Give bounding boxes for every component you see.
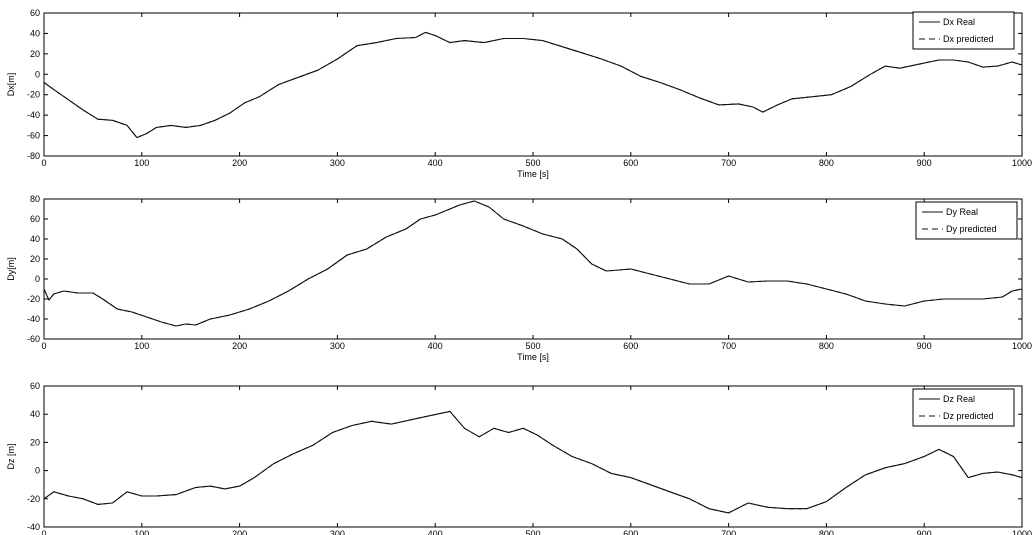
x-tick-label: 100 (134, 529, 149, 535)
legend: Dz Real Dz predicted (912, 388, 1015, 427)
x-tick-label: 600 (623, 341, 638, 351)
x-tick-label: 800 (819, 158, 834, 168)
legend-box (912, 388, 1015, 427)
plot-frame (43, 385, 1023, 528)
series-line-dx-real (43, 31, 1023, 139)
x-tick-label: 400 (428, 158, 443, 168)
legend-entry: Dz predicted (943, 411, 994, 421)
x-tick-label: 0 (41, 529, 46, 535)
y-tick-label: -60 (27, 131, 40, 141)
legend-box (912, 11, 1015, 50)
x-tick-label: 900 (917, 341, 932, 351)
x-tick-label: 900 (917, 529, 932, 535)
y-tick-label: 60 (30, 8, 40, 18)
x-tick-label: 600 (623, 529, 638, 535)
x-tick-label: 1000 (1012, 529, 1032, 535)
x-tick-label: 0 (41, 341, 46, 351)
chart-panel-1: 0 100 200 300 400 500 600 700 800 900 1000-80-60-4… (6, 8, 1032, 179)
series-line-dy-predicted (43, 200, 1023, 327)
x-axis-label: Time [s] (517, 352, 549, 362)
x-tick-label: 500 (525, 529, 540, 535)
y-axis-label: Dy[m] (6, 257, 16, 281)
y-tick-label: -20 (27, 494, 40, 504)
y-tick-label: 80 (30, 194, 40, 204)
y-tick-label: 40 (30, 409, 40, 419)
y-tick-label: 60 (30, 381, 40, 391)
y-tick-label: -40 (27, 314, 40, 324)
legend-entry: Dy Real (946, 207, 978, 217)
y-tick-label: 0 (35, 466, 40, 476)
legend-entry: Dx Real (943, 17, 975, 27)
x-tick-label: 900 (917, 158, 932, 168)
x-tick-label: 500 (525, 158, 540, 168)
legend-entry: Dy predicted (946, 224, 997, 234)
plot-frame (43, 198, 1023, 340)
x-tick-label: 300 (330, 529, 345, 535)
y-tick-label: 20 (30, 437, 40, 447)
x-tick-label: 1000 (1012, 341, 1032, 351)
y-tick-label: -40 (27, 522, 40, 532)
series-line-dy-real (43, 200, 1023, 327)
series-line-dz-predicted (43, 410, 1023, 514)
x-axis-label: Time [s] (517, 169, 549, 179)
y-tick-label: 60 (30, 214, 40, 224)
y-tick-label: 20 (30, 254, 40, 264)
x-tick-label: 400 (428, 529, 443, 535)
x-tick-label: 1000 (1012, 158, 1032, 168)
chart-panel-2: 0 100 200 300 400 500 600 700 800 900 1000-60-40-2… (6, 194, 1032, 362)
x-tick-label: 300 (330, 341, 345, 351)
y-axis-label: Dx[m] (6, 73, 16, 97)
y-tick-label: -20 (27, 294, 40, 304)
legend: Dy Real Dy predicted (915, 201, 1018, 240)
x-tick-label: 700 (721, 529, 736, 535)
y-tick-label: -80 (27, 151, 40, 161)
x-tick-label: 200 (232, 529, 247, 535)
chart-panel-3: 0 100 200 300 400 500 600 700 800 900 1000 -40 -20 0 2… (6, 381, 1032, 535)
y-tick-label: 0 (35, 69, 40, 79)
x-tick-label: 100 (134, 341, 149, 351)
x-tick-label: 100 (134, 158, 149, 168)
x-tick-label: 600 (623, 158, 638, 168)
legend-entry: Dx predicted (943, 34, 994, 44)
y-tick-label: 40 (30, 234, 40, 244)
y-tick-label: 40 (30, 28, 40, 38)
y-tick-label: -20 (27, 90, 40, 100)
y-tick-label: -40 (27, 110, 40, 120)
y-tick-label: 0 (35, 274, 40, 284)
x-tick-label: 500 (525, 341, 540, 351)
y-axis-label: Dz [m] (6, 444, 16, 470)
legend-box (915, 201, 1018, 240)
y-tick-label: -60 (27, 334, 40, 344)
x-tick-label: 300 (330, 158, 345, 168)
x-tick-label: 200 (232, 341, 247, 351)
y-tick-label: 20 (30, 49, 40, 59)
x-tick-label: 800 (819, 341, 834, 351)
plot-frame (43, 12, 1023, 157)
x-tick-label: 400 (428, 341, 443, 351)
x-tick-label: 200 (232, 158, 247, 168)
x-tick-label: 700 (721, 341, 736, 351)
legend: Dx Real Dx predicted (912, 11, 1015, 50)
x-tick-label: 800 (819, 529, 834, 535)
x-tick-label: 700 (721, 158, 736, 168)
series-line-dz-real (43, 410, 1023, 514)
series-line-dx-predicted (43, 31, 1023, 139)
legend-entry: Dz Real (943, 394, 975, 404)
x-tick-label: 0 (41, 158, 46, 168)
